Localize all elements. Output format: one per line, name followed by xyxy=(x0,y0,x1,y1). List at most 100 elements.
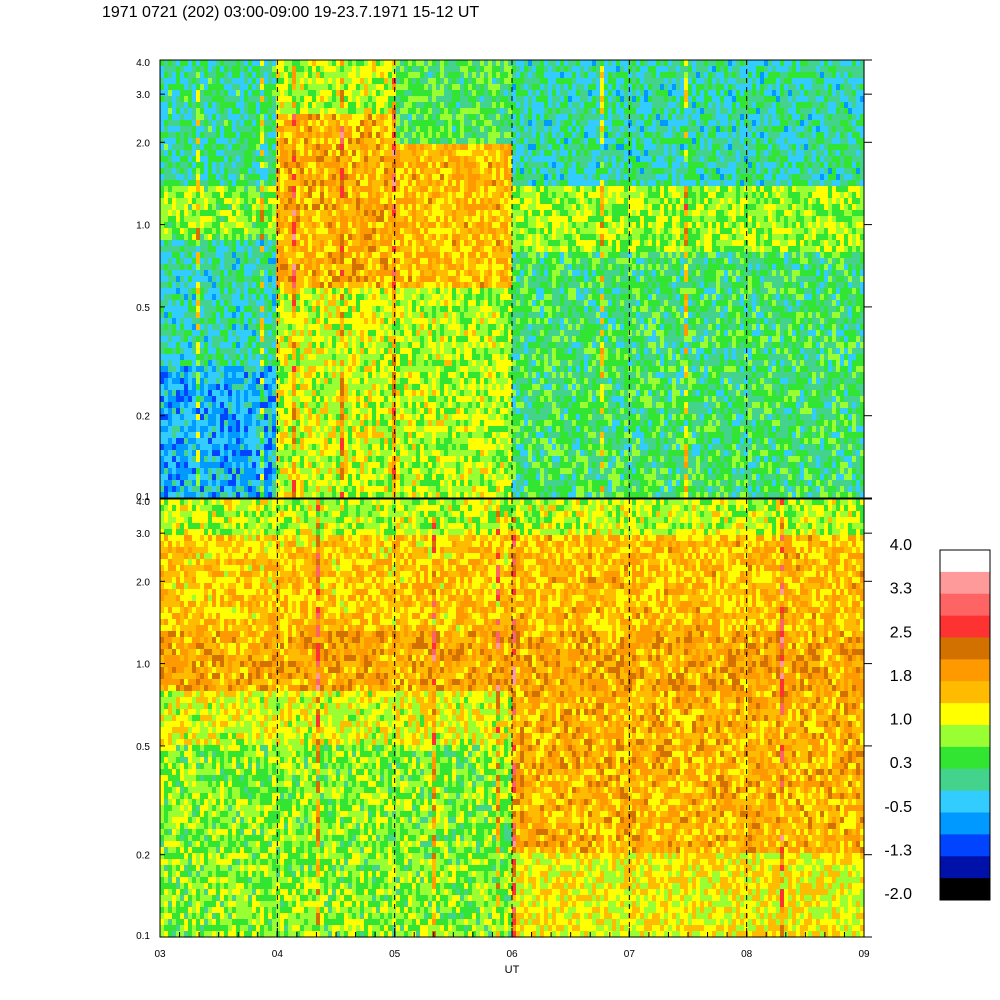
heatmap-cell xyxy=(164,246,169,253)
heatmap-cell xyxy=(292,306,297,313)
heatmap-cell xyxy=(276,60,281,67)
heatmap-cell xyxy=(176,174,181,181)
heatmap-cell xyxy=(244,84,249,91)
heatmap-cell xyxy=(244,378,249,385)
heatmap-cell xyxy=(232,366,237,373)
heatmap-cell xyxy=(172,408,177,415)
heatmap-cell xyxy=(364,486,369,493)
heatmap-cell xyxy=(420,342,425,349)
heatmap-cell xyxy=(184,96,189,103)
heatmap-cell xyxy=(360,246,365,253)
heatmap-cell xyxy=(240,216,245,223)
heatmap-cell xyxy=(212,216,217,223)
heatmap-cell xyxy=(268,102,273,109)
heatmap-cell xyxy=(376,306,381,313)
heatmap-cell xyxy=(264,372,269,379)
heatmap-cell xyxy=(232,96,237,103)
heatmap-cell xyxy=(184,216,189,223)
heatmap-cell xyxy=(188,150,193,157)
heatmap-cell xyxy=(300,366,305,373)
heatmap-cell xyxy=(188,348,193,355)
heatmap-cell xyxy=(384,438,389,445)
heatmap-cell xyxy=(396,324,401,331)
heatmap-cell xyxy=(312,96,317,103)
heatmap-cell xyxy=(184,222,189,229)
heatmap-cell xyxy=(344,210,349,217)
heatmap-cell xyxy=(336,234,341,241)
heatmap-cell xyxy=(200,84,205,91)
heatmap-cell xyxy=(264,192,269,199)
heatmap-cell xyxy=(364,372,369,379)
heatmap-cell xyxy=(408,120,413,127)
heatmap-cell xyxy=(380,474,385,481)
heatmap-cell xyxy=(200,186,205,193)
heatmap-cell xyxy=(276,192,281,199)
heatmap-cell xyxy=(284,144,289,151)
heatmap-cell xyxy=(432,198,437,205)
heatmap-cell xyxy=(208,156,213,163)
heatmap-cell xyxy=(388,282,393,289)
heatmap-cell xyxy=(248,246,253,253)
heatmap-cell xyxy=(284,126,289,133)
heatmap-cell xyxy=(196,468,201,475)
heatmap-cell xyxy=(248,396,253,403)
heatmap-cell xyxy=(192,258,197,265)
heatmap-cell xyxy=(328,84,333,91)
heatmap-cell xyxy=(348,228,353,235)
heatmap-cell xyxy=(224,192,229,199)
heatmap-cell xyxy=(300,84,305,91)
heatmap-cell xyxy=(232,408,237,415)
heatmap-cell xyxy=(272,444,277,451)
heatmap-cell xyxy=(416,306,421,313)
heatmap-cell xyxy=(408,372,413,379)
heatmap-cell xyxy=(344,378,349,385)
heatmap-cell xyxy=(400,252,405,259)
heatmap-cell xyxy=(356,72,361,79)
heatmap-cell xyxy=(216,282,221,289)
heatmap-cell xyxy=(160,450,165,457)
heatmap-cell xyxy=(224,336,229,343)
heatmap-cell xyxy=(340,486,345,493)
heatmap-cell xyxy=(388,114,393,121)
heatmap-cell xyxy=(256,186,261,193)
heatmap-cell xyxy=(384,402,389,409)
heatmap-cell xyxy=(372,366,377,373)
heatmap-cell xyxy=(404,300,409,307)
heatmap-cell xyxy=(376,198,381,205)
heatmap-cell xyxy=(160,480,165,487)
heatmap-cell xyxy=(360,486,365,493)
heatmap-cell xyxy=(220,108,225,115)
heatmap-cell xyxy=(184,372,189,379)
heatmap-cell xyxy=(280,186,285,193)
heatmap-cell xyxy=(272,276,277,283)
heatmap-cell xyxy=(384,222,389,229)
heatmap-cell xyxy=(224,174,229,181)
heatmap-cell xyxy=(336,204,341,211)
heatmap-cell xyxy=(180,240,185,247)
heatmap-cell xyxy=(308,396,313,403)
heatmap-cell xyxy=(380,180,385,187)
heatmap-cell xyxy=(252,90,257,97)
heatmap-cell xyxy=(208,462,213,469)
heatmap-cell xyxy=(168,450,173,457)
heatmap-cell xyxy=(184,252,189,259)
heatmap-cell xyxy=(408,114,413,121)
heatmap-cell xyxy=(184,348,189,355)
heatmap-cell xyxy=(328,204,333,211)
heatmap-cell xyxy=(400,222,405,229)
heatmap-cell xyxy=(276,480,281,487)
heatmap-cell xyxy=(384,138,389,145)
heatmap-cell xyxy=(368,186,373,193)
heatmap-cell xyxy=(384,108,389,115)
heatmap-cell xyxy=(424,156,429,163)
heatmap-cell xyxy=(416,126,421,133)
heatmap-cell xyxy=(272,204,277,211)
heatmap-cell xyxy=(324,342,329,349)
heatmap-cell xyxy=(380,408,385,415)
heatmap-cell xyxy=(368,426,373,433)
heatmap-cell xyxy=(256,102,261,109)
heatmap-cell xyxy=(364,66,369,73)
heatmap-cell xyxy=(196,480,201,487)
heatmap-cell xyxy=(232,102,237,109)
heatmap-cell xyxy=(240,474,245,481)
